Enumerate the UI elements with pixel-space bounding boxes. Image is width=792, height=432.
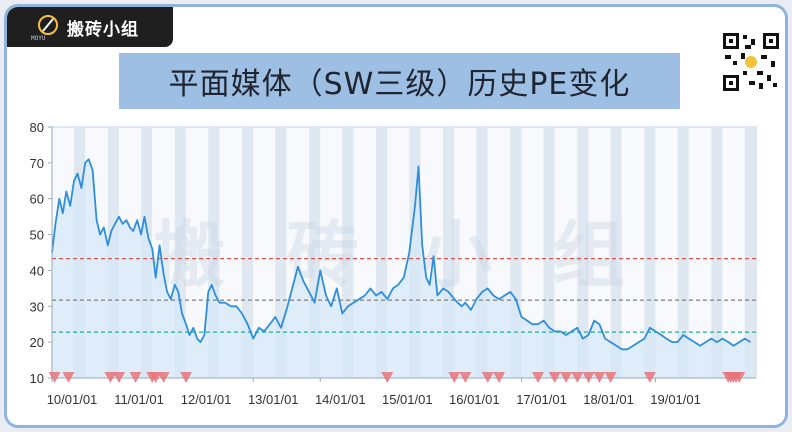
event-marker [733,372,746,383]
background-band [644,127,656,378]
x-tick-label: 15/01/01 [382,392,433,407]
event-marker [129,372,142,383]
event-marker [643,372,656,383]
event-marker [157,372,170,383]
y-tick-label: 20 [30,335,44,350]
brand-name: 搬砖小组 [67,20,139,40]
x-tick-label: 13/01/01 [248,392,299,407]
event-marker [48,372,61,383]
logo-mark-icon [38,15,58,35]
background-band [275,127,287,378]
pe-line [51,158,751,351]
x-tick-label: 11/01/01 [114,392,164,407]
reference-lines [52,257,756,333]
x-tick-label: 18/01/01 [583,392,634,407]
x-tick-label: 16/01/01 [449,392,500,407]
event-marker [548,372,561,383]
x-tick-label: 12/01/01 [181,392,232,407]
y-tick-label: 80 [30,120,44,135]
event-marker [571,372,584,383]
y-tick-label: 40 [30,263,44,278]
x-tick-label: 17/01/01 [516,392,567,407]
event-marker [459,372,472,383]
y-tick-label: 70 [30,156,44,171]
background-band [174,127,186,378]
background-band [476,127,488,378]
background-band [543,127,555,378]
y-tick-label: 50 [30,228,44,243]
background-band [677,127,689,378]
background-band [577,127,589,378]
event-markers [48,372,746,383]
event-marker [149,372,162,383]
background-band [342,127,354,378]
background-band [711,127,723,378]
brand-logo: 搬砖小组 MOYU [7,7,173,47]
background-band [242,127,254,378]
qr-code-icon [721,31,781,93]
background-band [376,127,388,378]
title-banner: 平面媒体（SW三级）历史PE变化 [119,53,680,109]
y-tick-label: 10 [30,371,44,386]
chart-title: 平面媒体（SW三级）历史PE变化 [168,67,631,102]
background-band [510,127,522,378]
event-marker [604,372,617,383]
background-band [610,127,622,378]
watermark: 搬 砖 小 组 [153,213,642,297]
pe-series [51,158,751,351]
x-tick-label: 19/01/01 [650,392,701,407]
background-band [744,127,756,378]
event-marker [381,372,394,383]
y-tick-label: 60 [30,192,44,207]
background-band [443,127,455,378]
event-marker [560,372,573,383]
event-marker [493,372,506,383]
event-marker [593,372,606,383]
brand-sub: MOYU [31,35,46,42]
event-marker [481,372,494,383]
x-tick-label: 10/01/01 [47,392,98,407]
event-marker [582,372,595,383]
event-marker [448,372,461,383]
y-tick-label: 30 [30,299,44,314]
event-marker [180,372,193,383]
event-marker [62,372,75,383]
pe-area-fill [52,159,751,378]
event-marker [113,372,126,383]
event-marker [532,372,545,383]
pe-area [52,159,751,378]
background-band [309,127,321,378]
background-band [208,127,220,378]
x-tick-label: 14/01/01 [315,392,366,407]
axes: 10 20 30 40 50 60 70 80 10/01/01 11/01/01 12/01/01… [30,120,756,407]
event-marker [104,372,117,383]
